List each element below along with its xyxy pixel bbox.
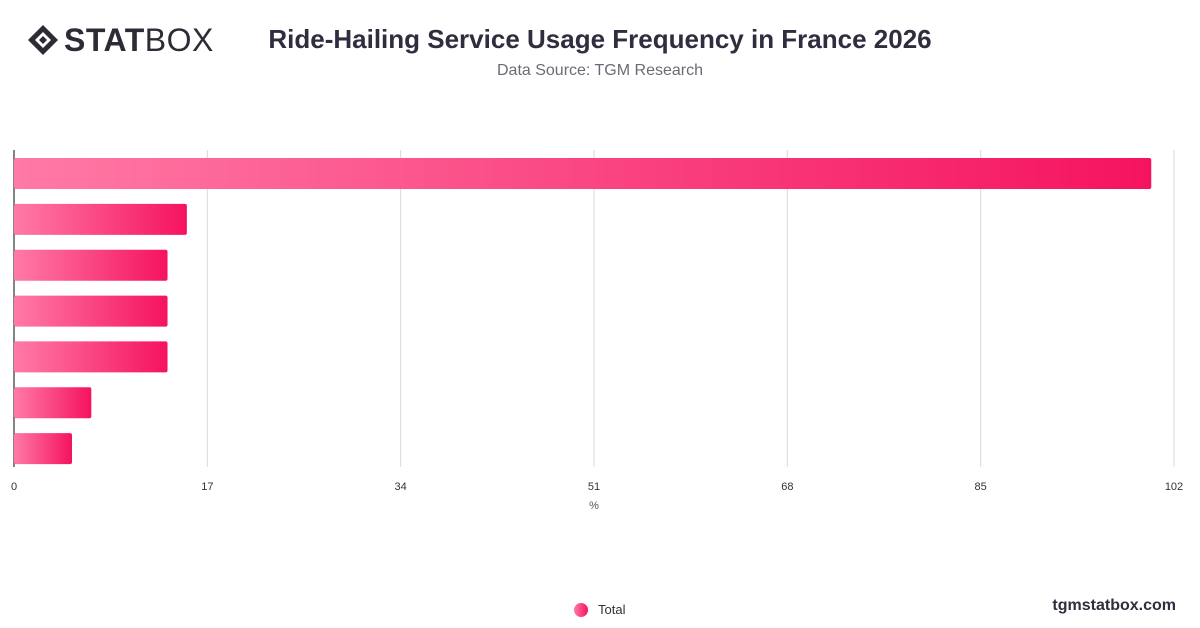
chart-title: Ride-Hailing Service Usage Frequency in … (268, 24, 932, 54)
x-tick-label: 68 (781, 481, 793, 493)
bar-1[interactable] (14, 158, 1152, 189)
legend-marker (574, 602, 588, 617)
statbox-logo: STATBOX (26, 22, 214, 58)
x-tick-label: 85 (975, 481, 987, 493)
diamond-logo-icon (28, 25, 58, 55)
legend[interactable]: Total (574, 602, 625, 617)
logo-text-bold: STAT (64, 22, 145, 58)
bars (14, 158, 1152, 465)
grid-lines (13, 150, 1175, 467)
x-axis-ticks: 0 17 34 51 68 85 102 (11, 481, 1183, 493)
x-tick-label: 0 (11, 481, 17, 493)
legend-label: Total (598, 602, 626, 617)
logo-wordmark: STATBOX (64, 24, 214, 56)
bar-4[interactable] (14, 295, 168, 327)
x-tick-label: 102 (1165, 481, 1183, 493)
bar-chart: 0 17 34 51 68 85 102 % (11, 150, 1183, 512)
x-tick-label: 34 (395, 481, 407, 493)
x-tick-label: 17 (201, 481, 213, 493)
logo-text-light: BOX (144, 22, 214, 58)
footer-brand: tgmstatbox.com (1052, 597, 1176, 614)
bar-5[interactable] (14, 341, 168, 373)
bar-6[interactable] (14, 387, 92, 419)
bar-3[interactable] (14, 249, 168, 281)
bar-2[interactable] (14, 203, 187, 235)
x-tick-label: 51 (588, 481, 600, 493)
chart-subtitle: Data Source: TGM Research (496, 62, 703, 79)
bar-7[interactable] (14, 433, 72, 465)
x-axis-label: % (589, 500, 599, 512)
